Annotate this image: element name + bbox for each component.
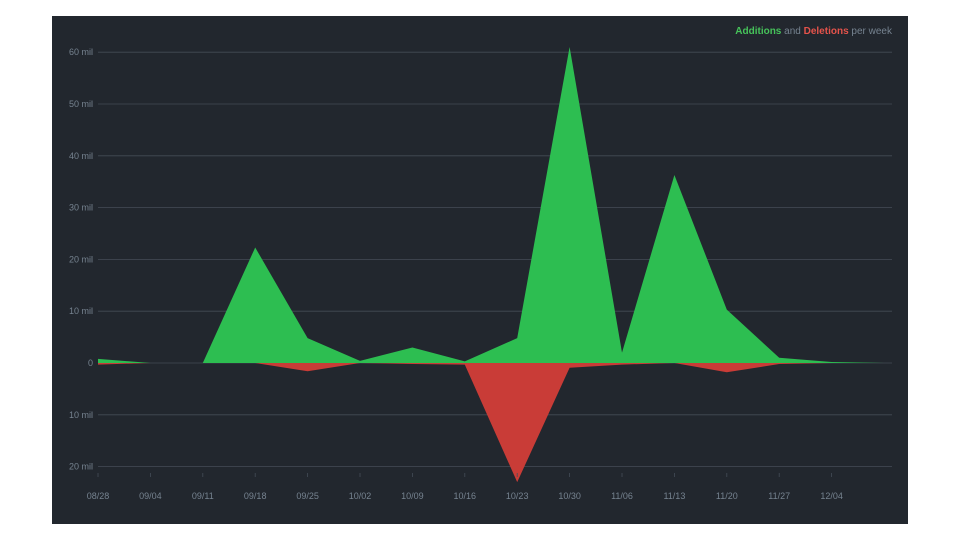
x-tick-label: 09/18 [244,491,267,501]
y-tick-label: 50 mil [69,99,93,109]
legend-suffix: per week [851,26,892,37]
x-tick-label: 09/11 [192,491,214,501]
series-area-deletions [98,363,884,483]
contribution-area-chart: 60 mil 50 mil 40 mil 30 mil 20 mil 10 mil 0 10 … [69,47,892,501]
x-tick-label: 11/20 [716,491,738,501]
x-tick-label: 10/02 [349,491,372,501]
x-tick-label: 09/04 [139,491,162,501]
y-tick-label: 40 mil [69,151,93,161]
legend-additions: Additions [735,26,782,37]
chart-legend: Additions and Deletions per week [735,26,892,37]
x-tick-label: 10/09 [401,491,424,501]
y-tick-label: 20 mil [69,254,93,264]
y-tick-label: 20 mil [69,462,93,472]
x-tick-label: 10/23 [506,491,529,501]
y-tick-label: 0 [88,358,93,368]
series-area-additions [98,47,884,363]
x-tick-label: 10/30 [558,491,581,501]
x-tick-label: 11/06 [611,491,633,501]
x-tick-label: 11/13 [663,491,685,501]
legend-deletions: Deletions [803,26,849,37]
y-tick-label: 10 mil [69,306,93,316]
x-tick-label: 11/27 [768,491,790,501]
x-tick-label: 12/04 [820,491,843,501]
legend-and: and [784,26,801,37]
x-tick-label: 10/16 [454,491,477,501]
y-tick-label: 10 mil [69,410,93,420]
chart-panel: 60 mil 50 mil 40 mil 30 mil 20 mil 10 mil 0 10 … [52,16,908,524]
y-tick-label: 30 mil [69,203,93,213]
y-tick-label: 60 mil [69,47,93,57]
x-tick-label: 08/28 [87,491,110,501]
x-tick-label: 09/25 [296,491,319,501]
